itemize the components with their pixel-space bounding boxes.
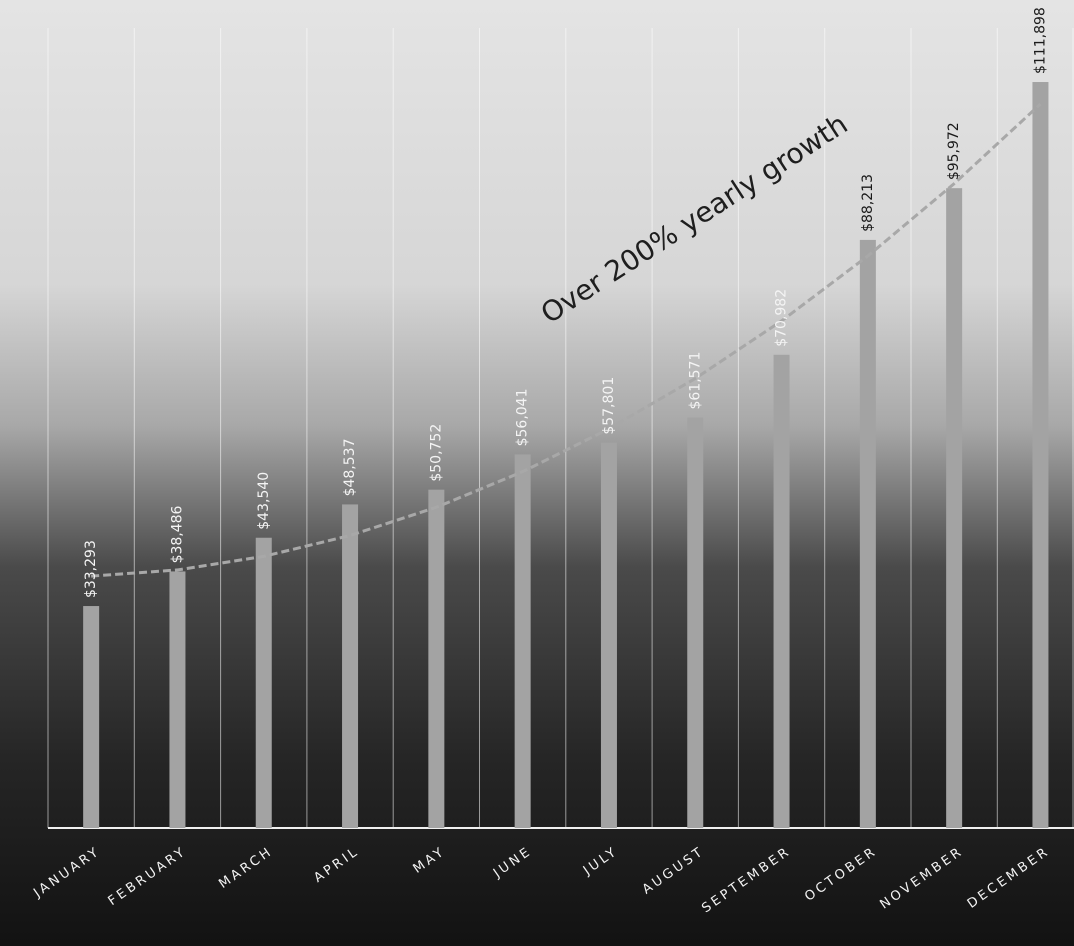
value-label: $57,801 — [601, 377, 617, 435]
value-label: $50,752 — [428, 424, 444, 482]
value-label: $61,571 — [687, 352, 703, 410]
trend-line — [91, 102, 1042, 578]
bar — [687, 417, 704, 828]
value-label: $38,486 — [169, 505, 185, 563]
value-label: $43,540 — [256, 472, 272, 530]
bar — [342, 504, 359, 828]
bar — [255, 537, 272, 828]
value-label: $56,041 — [515, 388, 531, 446]
bar — [83, 606, 100, 828]
value-label: $95,972 — [946, 122, 962, 180]
bar — [600, 442, 617, 828]
bar — [428, 489, 445, 828]
value-label: $111,898 — [1032, 7, 1048, 74]
bar — [859, 239, 876, 828]
bar — [1032, 82, 1049, 829]
value-label: $70,982 — [774, 289, 790, 347]
value-label: $33,293 — [83, 540, 99, 598]
value-label: $48,537 — [342, 439, 358, 497]
bar — [773, 354, 790, 828]
bar — [514, 454, 531, 828]
bar — [946, 188, 963, 829]
value-label: $88,213 — [860, 174, 876, 232]
bar — [169, 571, 186, 828]
